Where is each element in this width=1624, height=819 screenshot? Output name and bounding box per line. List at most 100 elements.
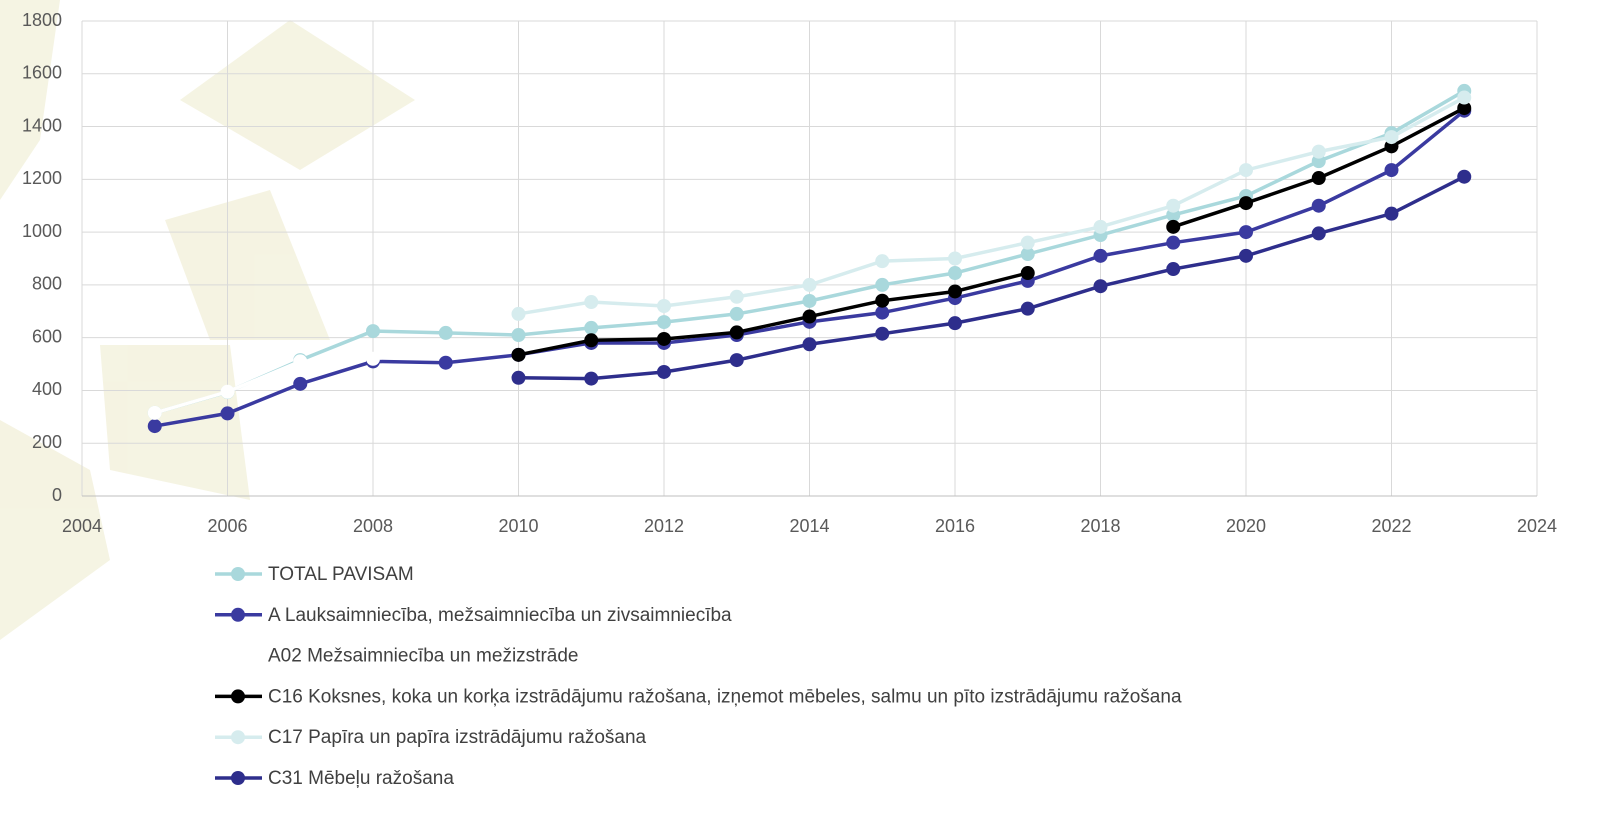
data-point (1166, 262, 1181, 277)
data-point (147, 419, 162, 434)
legend-label: C16 Koksnes, koka un korķa izstrādājumu … (268, 686, 1182, 707)
data-point (1239, 196, 1253, 211)
series-line (518, 271, 1029, 357)
legend-marker (231, 771, 245, 785)
x-tick-label: 2022 (1371, 516, 1411, 536)
data-point (1020, 247, 1035, 262)
data-point (948, 284, 962, 299)
y-tick-label: 1600 (22, 63, 62, 83)
data-point (1457, 90, 1472, 105)
data-point (1093, 219, 1108, 234)
x-tick-label: 2014 (789, 516, 829, 536)
data-point (1384, 163, 1399, 178)
data-point (511, 328, 526, 343)
background-decoration (0, 0, 415, 640)
legend-marker (231, 567, 245, 581)
data-point (584, 333, 599, 348)
data-point (1020, 235, 1035, 250)
data-point (366, 324, 380, 339)
data-point (1311, 171, 1326, 186)
data-point (511, 347, 526, 362)
legend-label: A02 Mežsaimniecība un mežizstrāde (268, 646, 578, 667)
data-point (293, 354, 308, 369)
x-tick-label: 2020 (1226, 516, 1266, 536)
data-point (875, 254, 890, 269)
legend-marker (231, 607, 245, 622)
data-point (1239, 248, 1253, 263)
data-point (1239, 225, 1253, 240)
data-point (729, 325, 744, 340)
data-point (584, 371, 599, 386)
data-point (948, 251, 962, 266)
y-tick-label: 200 (32, 432, 62, 452)
data-point (220, 406, 235, 421)
data-point (1093, 279, 1108, 294)
data-point (875, 326, 890, 341)
y-tick-label: 0 (52, 485, 62, 505)
data-point (875, 277, 890, 292)
data-point (729, 306, 744, 321)
x-tick-label: 2008 (353, 516, 393, 536)
data-point (1166, 198, 1181, 213)
y-tick-label: 1800 (22, 10, 62, 30)
x-tick-label: 2006 (207, 516, 247, 536)
data-point (729, 353, 744, 368)
data-point (1311, 144, 1326, 159)
data-point (1239, 163, 1253, 178)
y-tick-label: 800 (32, 274, 62, 294)
data-point (657, 331, 671, 346)
y-tick-label: 1400 (22, 115, 62, 135)
data-point (584, 320, 599, 335)
x-tick-label: 2004 (62, 516, 102, 536)
data-point (1311, 198, 1326, 213)
data-point (875, 305, 890, 320)
data-point (1020, 301, 1035, 316)
x-tick-label: 2012 (644, 516, 684, 536)
data-point (729, 289, 744, 304)
data-point (220, 384, 235, 399)
legend-label: A Lauksaimniecība, mežsaimniecība un ziv… (268, 605, 732, 626)
x-tick-label: 2024 (1517, 516, 1557, 536)
legend-marker (231, 730, 245, 745)
y-tick-label: 400 (32, 379, 62, 399)
y-tick-label: 600 (32, 326, 62, 346)
data-point (1311, 226, 1326, 241)
data-point (1457, 169, 1472, 184)
legend-label: C31 Mēbeļu ražošana (268, 768, 454, 789)
data-point (802, 337, 817, 352)
y-tick-label: 1200 (22, 168, 62, 188)
data-point (657, 299, 671, 313)
data-point (1457, 101, 1472, 116)
data-point (293, 376, 308, 391)
data-point (657, 315, 671, 330)
legend-marker (231, 648, 245, 663)
data-point (511, 370, 526, 385)
series-line (154, 357, 374, 415)
data-point (1020, 266, 1035, 281)
data-point (438, 325, 453, 340)
data-point (1384, 130, 1399, 145)
x-tick-label: 2018 (1080, 516, 1120, 536)
legend-label: C17 Papīra un papīra izstrādājumu ražoša… (268, 727, 647, 748)
data-point (1093, 248, 1108, 263)
data-point (657, 364, 671, 379)
series-line (518, 175, 1466, 381)
data-point (802, 277, 817, 292)
data-point (584, 295, 599, 310)
data-point (1166, 219, 1181, 234)
data-point (511, 306, 526, 321)
data-point (147, 405, 162, 420)
data-point (802, 309, 817, 324)
data-point (366, 351, 380, 366)
data-point (438, 355, 453, 370)
data-point (948, 316, 962, 331)
data-point (802, 293, 817, 308)
data-point (948, 266, 962, 281)
legend-label: TOTAL PAVISAM (268, 564, 414, 585)
x-tick-label: 2016 (935, 516, 975, 536)
data-point (875, 293, 890, 308)
x-tick-label: 2010 (498, 516, 538, 536)
legend-marker (231, 689, 245, 704)
data-point (1166, 235, 1181, 250)
